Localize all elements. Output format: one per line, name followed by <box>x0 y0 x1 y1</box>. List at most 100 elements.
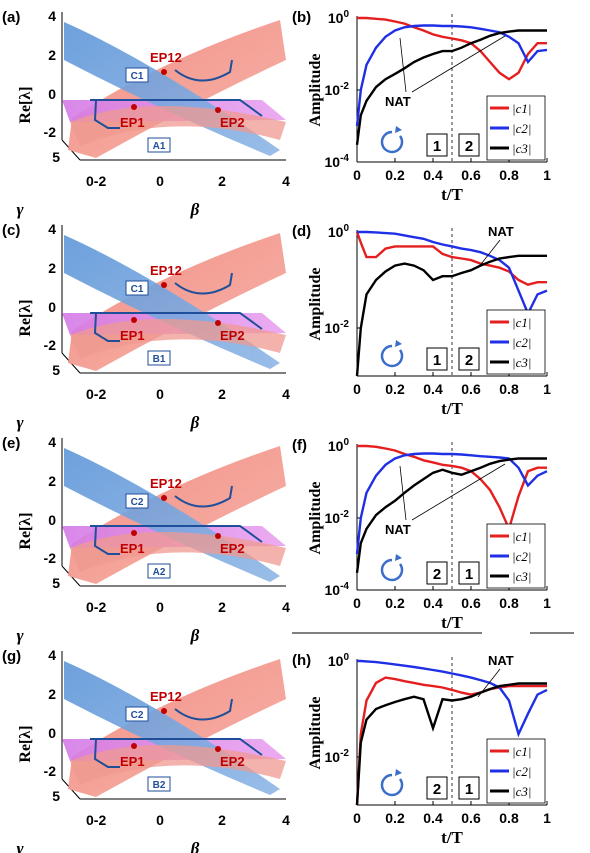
series-line-3 <box>355 682 547 806</box>
series-line-2 <box>357 659 548 738</box>
segment-label: 1 <box>465 781 473 798</box>
legend-label: |c2| <box>512 764 531 779</box>
series-line-2 <box>355 24 548 127</box>
marker-box <box>147 137 171 153</box>
x-tick-label: 0.2 <box>385 810 405 826</box>
z-tick-label: -2 <box>44 337 57 353</box>
z-axis-label: Re[λ] <box>17 299 34 336</box>
trajectory-upper <box>174 272 233 295</box>
x-axis-label: β <box>190 626 200 645</box>
y-tick-label: 0-2 <box>86 386 106 402</box>
lower-red-surface <box>70 745 286 785</box>
segment-label: 2 <box>433 566 441 583</box>
ep-point <box>215 746 221 752</box>
marker-box <box>125 280 149 296</box>
nat-label: NAT <box>385 94 411 109</box>
x-axis-label: t/T <box>441 828 463 847</box>
marker-box <box>147 776 171 792</box>
series-line-3 <box>355 254 547 377</box>
segment-box <box>426 133 448 157</box>
segment-label: 1 <box>465 566 473 583</box>
x-tick-label: 1 <box>543 167 551 183</box>
y-axis-label: Amplitude <box>307 482 324 555</box>
ep-point <box>161 495 167 501</box>
x-axis-label: β <box>190 413 200 432</box>
legend-label: |c3| <box>512 355 531 370</box>
x-axis-label: β <box>190 200 200 219</box>
y-tick-label: 10-4 <box>325 153 350 170</box>
z-tick-label: -2 <box>44 550 57 566</box>
legend-label: |c3| <box>512 569 531 584</box>
legend-label: |c2| <box>512 549 531 564</box>
x-tick-label: 0 <box>156 812 164 828</box>
ep-label: EP1 <box>120 754 145 769</box>
nat-arrow <box>399 37 407 93</box>
nat-arrow <box>477 668 501 698</box>
ep-label: EP12 <box>150 50 182 65</box>
ep-label: EP2 <box>220 754 245 769</box>
x-tick-label: 0.8 <box>499 167 519 183</box>
legend-label: |c3| <box>512 784 531 799</box>
marker-label: C2 <box>131 710 144 721</box>
x-tick-label: 0.2 <box>385 381 405 397</box>
trajectory-path <box>90 525 263 555</box>
y-tick-label: 0-2 <box>86 812 106 828</box>
y-tick-label: 100 <box>328 9 350 26</box>
trajectory-path <box>90 312 263 342</box>
x-tick-label: 1 <box>543 381 551 397</box>
x-tick-label: 0 <box>353 810 361 826</box>
loop-icon <box>380 344 404 368</box>
x-axis-label: t/T <box>441 613 463 632</box>
ep-point <box>131 104 137 110</box>
x-tick-label: 0.4 <box>423 595 443 611</box>
x-tick-label: 0 <box>156 599 164 615</box>
x-axis-label: t/T <box>441 185 463 204</box>
y-axis-label: Amplitude <box>307 54 324 127</box>
segment-label: 2 <box>465 138 473 155</box>
ep-point <box>161 708 167 714</box>
x-tick-label: 0.8 <box>499 595 519 611</box>
z-tick-label: 4 <box>48 647 56 663</box>
legend-label: |c1| <box>512 101 531 116</box>
ep-label: EP12 <box>150 476 182 491</box>
x-tick-label: 0.4 <box>423 167 443 183</box>
z-tick-label: 2 <box>48 686 56 702</box>
x-tick-label: 0.8 <box>499 810 519 826</box>
loop-icon <box>380 130 404 154</box>
segment-label: 2 <box>465 352 473 369</box>
x-tick-label: 2 <box>218 812 226 828</box>
ep-label: EP2 <box>220 115 245 130</box>
y-axis-label: γ <box>16 839 24 853</box>
loop-arrow-icon <box>395 340 402 347</box>
z-tick-label: -2 <box>44 124 57 140</box>
ep-point <box>131 530 137 536</box>
x-tick-label: 0.4 <box>423 381 443 397</box>
y-tick-label: 100 <box>328 437 350 454</box>
marker-label: B2 <box>153 780 166 791</box>
ep-label: EP12 <box>150 263 182 278</box>
lower-red-surface <box>70 532 286 572</box>
x-tick-label: 0 <box>353 595 361 611</box>
z-tick-label: 0 <box>48 299 56 315</box>
legend-label: |c1| <box>512 315 531 330</box>
segment-box <box>426 561 448 585</box>
ep-point <box>215 107 221 113</box>
y-tick-label: 0-2 <box>86 599 106 615</box>
loop-arrow-icon <box>395 126 402 133</box>
x-axis-label: t/T <box>441 399 463 418</box>
nat-label: NAT <box>488 653 514 668</box>
x-tick-label: 2 <box>218 173 226 189</box>
z-tick-label: 2 <box>48 47 56 63</box>
x-tick-label: 0 <box>353 167 361 183</box>
x-tick-label: 0.6 <box>461 595 481 611</box>
ep-point <box>131 317 137 323</box>
series-line-1 <box>357 444 547 533</box>
x-tick-label: 1 <box>543 595 551 611</box>
segment-box <box>458 776 480 800</box>
line-panel-2: (f) Amplitude 100 10-2 10-40 0.2 0.4 0.6 0.8 1 t/T… <box>292 437 551 632</box>
marker-label: C1 <box>131 71 144 82</box>
